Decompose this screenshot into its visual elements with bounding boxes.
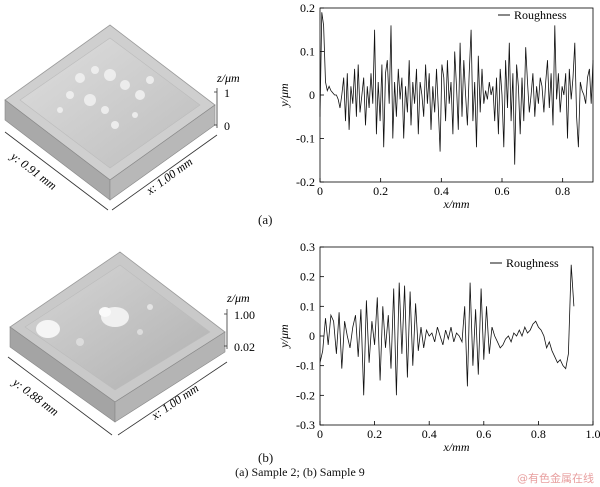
x-axis-label: x/mm xyxy=(443,440,470,454)
y-tick-label: 0.1 xyxy=(300,299,315,313)
legend-label: Roughness xyxy=(506,256,559,270)
panel-label-a: (a) xyxy=(258,212,273,227)
surface-plot-a: z/μm 1 0 y: 0.91 mm x: 1.00 mm xyxy=(4,24,240,211)
y-tick-label: 0 xyxy=(309,88,315,102)
x-tick-label: 0.4 xyxy=(422,427,437,441)
z-tick-bottom: 0 xyxy=(224,119,230,133)
plot-frame xyxy=(319,246,594,426)
surface-top xyxy=(24,264,211,391)
z-axis-label: z/μm xyxy=(226,291,250,305)
panel-label-b: (b) xyxy=(258,450,274,465)
y-dimension-axis xyxy=(4,131,109,211)
x-axis-label: x/mm xyxy=(443,197,470,211)
z-axis-label: z/μm xyxy=(216,71,240,85)
z-tick-bottom: 0.02 xyxy=(234,340,255,354)
y-tick-label: 0.2 xyxy=(300,1,315,15)
figure-caption: (a) Sample 2; (b) Sample 9 xyxy=(235,465,365,479)
y-tick-label: -0.3 xyxy=(296,418,315,432)
surface-side-right xyxy=(114,331,226,423)
x-tick-label: 0.8 xyxy=(555,184,570,198)
x-tick-label: 0 xyxy=(317,427,323,441)
panel-b: z/μm 1.00 0.02 y: 0.88 mm x: 1.00 mm 0 0.… xyxy=(0,237,600,465)
z-tick-top: 1 xyxy=(224,86,230,100)
surface-plot-b: z/μm 1.00 0.02 y: 0.88 mm x: 1.00 mm xyxy=(7,251,255,436)
y-tick-label: 0 xyxy=(309,329,315,343)
panel-a: z/μm 1 0 y: 0.91 mm x: 1.00 mm 0 0.2 0.4 0.… xyxy=(0,0,600,227)
legend-label: Roughness xyxy=(514,8,567,22)
surface-roughness xyxy=(57,66,154,129)
x-tick-label: 0.8 xyxy=(531,427,546,441)
y-tick-label: -0.1 xyxy=(296,132,315,146)
y-tick-label: -0.2 xyxy=(296,388,315,402)
y-tick-label: 0.1 xyxy=(300,45,315,59)
roughness-series-line xyxy=(319,264,575,396)
x-tick-label: 0.6 xyxy=(495,184,510,198)
x-tick-label: 0.2 xyxy=(367,427,382,441)
x-tick-label: 0.6 xyxy=(476,427,491,441)
z-tick-top: 1.00 xyxy=(234,308,255,322)
x-dimension-axis xyxy=(117,361,228,436)
y-tick-label: -0.1 xyxy=(296,359,315,373)
x-tick-label: 0 xyxy=(317,184,323,198)
y-tick-label: 0.2 xyxy=(300,270,315,284)
y-axis-label: y/μm xyxy=(277,83,291,108)
x-tick-label: 0.2 xyxy=(373,184,388,198)
watermark: @有色金属在线 xyxy=(517,472,594,485)
y-tick-label: 0.3 xyxy=(300,240,315,254)
surface-roughness xyxy=(36,304,153,346)
x-dimension-axis xyxy=(111,134,218,211)
x-tick-label: 1.0 xyxy=(586,427,600,441)
y-axis-label: y/μm xyxy=(277,324,291,349)
roughness-chart-a: 0 0.2 0.4 0.6 0.8 0.2 0.1 0 -0.1 -0.2 x/mm y/μm Roug… xyxy=(277,1,594,211)
roughness-series-line xyxy=(319,12,594,165)
x-tick-label: 0.4 xyxy=(434,184,449,198)
y-dimension-axis xyxy=(7,356,113,436)
y-tick-label: -0.2 xyxy=(296,175,315,189)
roughness-chart-b: 0 0.2 0.4 0.6 0.8 1.0 0.3 0.2 0.1 0 -0.1 -0.2 -0.3 x/… xyxy=(277,240,600,454)
surface-top xyxy=(19,37,201,169)
